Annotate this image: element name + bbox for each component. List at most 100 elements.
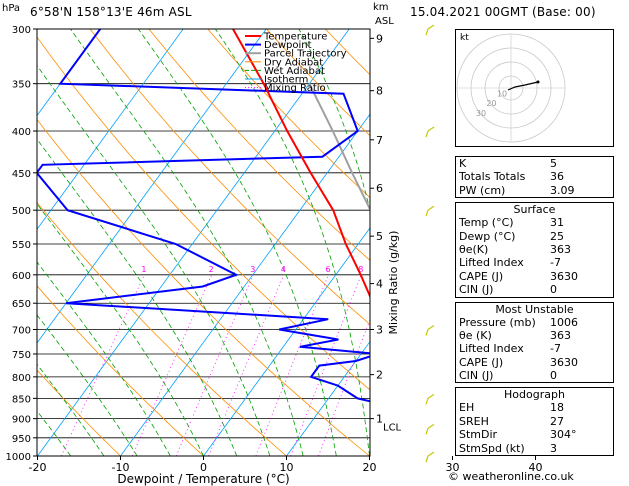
height-label: 5 [376,230,383,243]
dry-adiabat [37,285,204,456]
surface-row: Dewp (°C) 25 [459,229,564,243]
temperature-label: 20 [363,461,377,474]
hodo-row: StmDir 304° [459,428,577,442]
profiles [37,29,370,403]
height-label: 7 [376,134,383,147]
mixing-ratio-label: 4 [281,265,286,274]
isotherm [37,29,184,230]
wind-barbs [425,24,435,463]
surface-title: Surface [513,203,556,217]
pressure-label: 850 [12,394,31,405]
pressure-label: 650 [12,299,31,310]
surface-table: Surface Temp (°C) 31 Dewp (°C) 25 θe(K) 363… [455,202,614,298]
mixing-ratio-line [255,274,329,456]
most-unstable-title: Most Unstable [495,302,574,316]
index-tt-row: Totals Totals 36 [459,170,564,184]
location-title: 6°58'N 158°13'E 46m ASL [30,5,192,19]
mixing-ratio-label: 6 [325,265,330,274]
height-label: 6 [376,182,383,195]
dry-adiabat [37,369,121,456]
surface-row: CIN (J) 0 [459,283,557,297]
most-unstable-table: Most Unstable Pressure (mb) 1006 θe (K) 36… [455,301,614,384]
isotherm [37,29,101,117]
x-axis-label: Dewpoint / Temperature (°C) [117,472,289,486]
mixing-ratio-label: 2 [209,265,214,274]
height-label: 3 [376,324,383,337]
hodo-row: SREH 27 [459,414,564,428]
wind-barb [425,325,435,336]
mixing-ratio-line [290,274,362,456]
isotherm [37,29,267,344]
hodograph-unit: kt [460,33,469,43]
mu-row: θe (K) 363 [459,328,571,342]
height-label: 2 [376,369,383,382]
mixing-ratio-label: 15 [433,265,443,274]
mixing-ratio-axis-label: Mixing Ratio (g/kg) [387,231,400,335]
profile-parcel-trajectory [308,83,370,212]
hodograph-ring-label: 20 [486,99,496,108]
index-pw-row: PW (cm) 3.09 [459,183,575,197]
pressure-label: 700 [12,326,31,337]
mixing-ratio-label: 3 [250,265,255,274]
wet-adiabat [215,29,370,456]
mixing-ratio-label: 1 [141,265,146,274]
dry-adiabat [89,29,370,326]
pressure-label: 550 [12,240,31,251]
mu-row: Lifted Index -7 [459,342,561,356]
mixing-ratio-line [131,274,212,456]
mixing-ratio-line [208,274,285,456]
wind-barb [425,24,435,36]
temperature-label: 10 [280,461,294,474]
hodograph-table: Hodograph EH 18 SREH 27 StmDir 304° StmSpd … [455,387,614,457]
temperature-label: -20 [29,461,47,474]
surface-row: Temp (°C) 31 [459,216,564,230]
temperature-label: 0 [200,461,207,474]
legend-entry: Parcel Trajectory [264,49,347,60]
height-unit-label: km [373,2,389,13]
pressure-label: 500 [12,206,31,217]
wet-adiabat [298,29,370,212]
dry-adiabat [37,201,287,456]
legend-entry: Wet Adiabat [264,66,325,77]
hodograph-trace [507,81,539,91]
mixing-ratio-label: 8 [358,265,363,274]
wind-barb [425,451,435,463]
pressure-label: 900 [12,415,31,426]
wet-adiabat [70,29,304,456]
mu-row: CAPE (J) 3630 [459,355,578,369]
datetime-title: 15.04.2021 00GMT (Base: 00) [410,5,596,19]
temperature-label: 30 [446,461,460,474]
wet-adiabat [37,138,238,456]
temperature-label: 40 [529,461,543,474]
isotherm [619,29,629,456]
dry-adiabat [619,29,629,456]
height-label: 1 [376,413,383,426]
isotherm [120,113,370,456]
mu-row: Pressure (mb) 1006 [459,315,578,329]
wet-adiabat [37,410,72,456]
dry-adiabat [37,36,370,391]
temperature-label: -10 [112,461,130,474]
surface-row: Lifted Index -7 [459,256,561,270]
wet-adiabat [37,203,204,456]
legend-entry: Mixing Ratio [264,83,326,94]
mu-row: CIN (J) 0 [459,369,557,383]
pressure-label: 450 [12,169,31,180]
axes: 3003504004505005506006507007508008509009… [6,25,543,486]
background-lines: 1 2 3 4 6 8 10 15 20 25 [37,29,629,456]
pressure-label: 600 [12,271,31,282]
pressure-label: 800 [12,373,31,384]
mixing-ratio-line [371,275,437,456]
dry-adiabat [37,118,370,456]
hodo-row: StmSpd (kt) 3 [459,441,557,455]
dry-adiabat [207,29,370,199]
legend-entry: Dry Adiabat [264,57,323,68]
wind-barb [425,423,435,435]
hodograph-ring-label: 30 [476,109,486,118]
